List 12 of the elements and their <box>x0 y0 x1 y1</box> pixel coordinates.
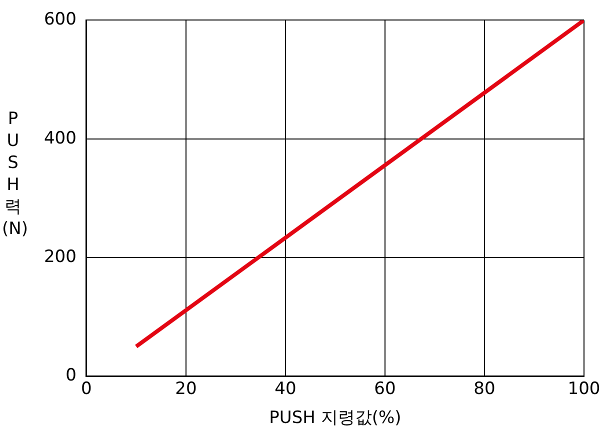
y-tick-label: 400 <box>44 128 76 148</box>
y-tick-label: 600 <box>44 10 76 30</box>
x-tick-label: 0 <box>81 378 92 399</box>
x-tick-label: 80 <box>474 378 496 399</box>
x-tick-label: 40 <box>274 378 296 399</box>
y-axis-title: PUSH력 (N) <box>2 108 28 240</box>
y-tick-label: 0 <box>66 366 76 386</box>
y-tick-label: 200 <box>44 246 76 267</box>
x-tick-label: 20 <box>175 378 197 399</box>
x-tick-label: 60 <box>374 378 396 399</box>
x-tick-label: 100 <box>568 378 600 399</box>
x-axis-title: PUSH 지령값(%) <box>269 408 402 428</box>
